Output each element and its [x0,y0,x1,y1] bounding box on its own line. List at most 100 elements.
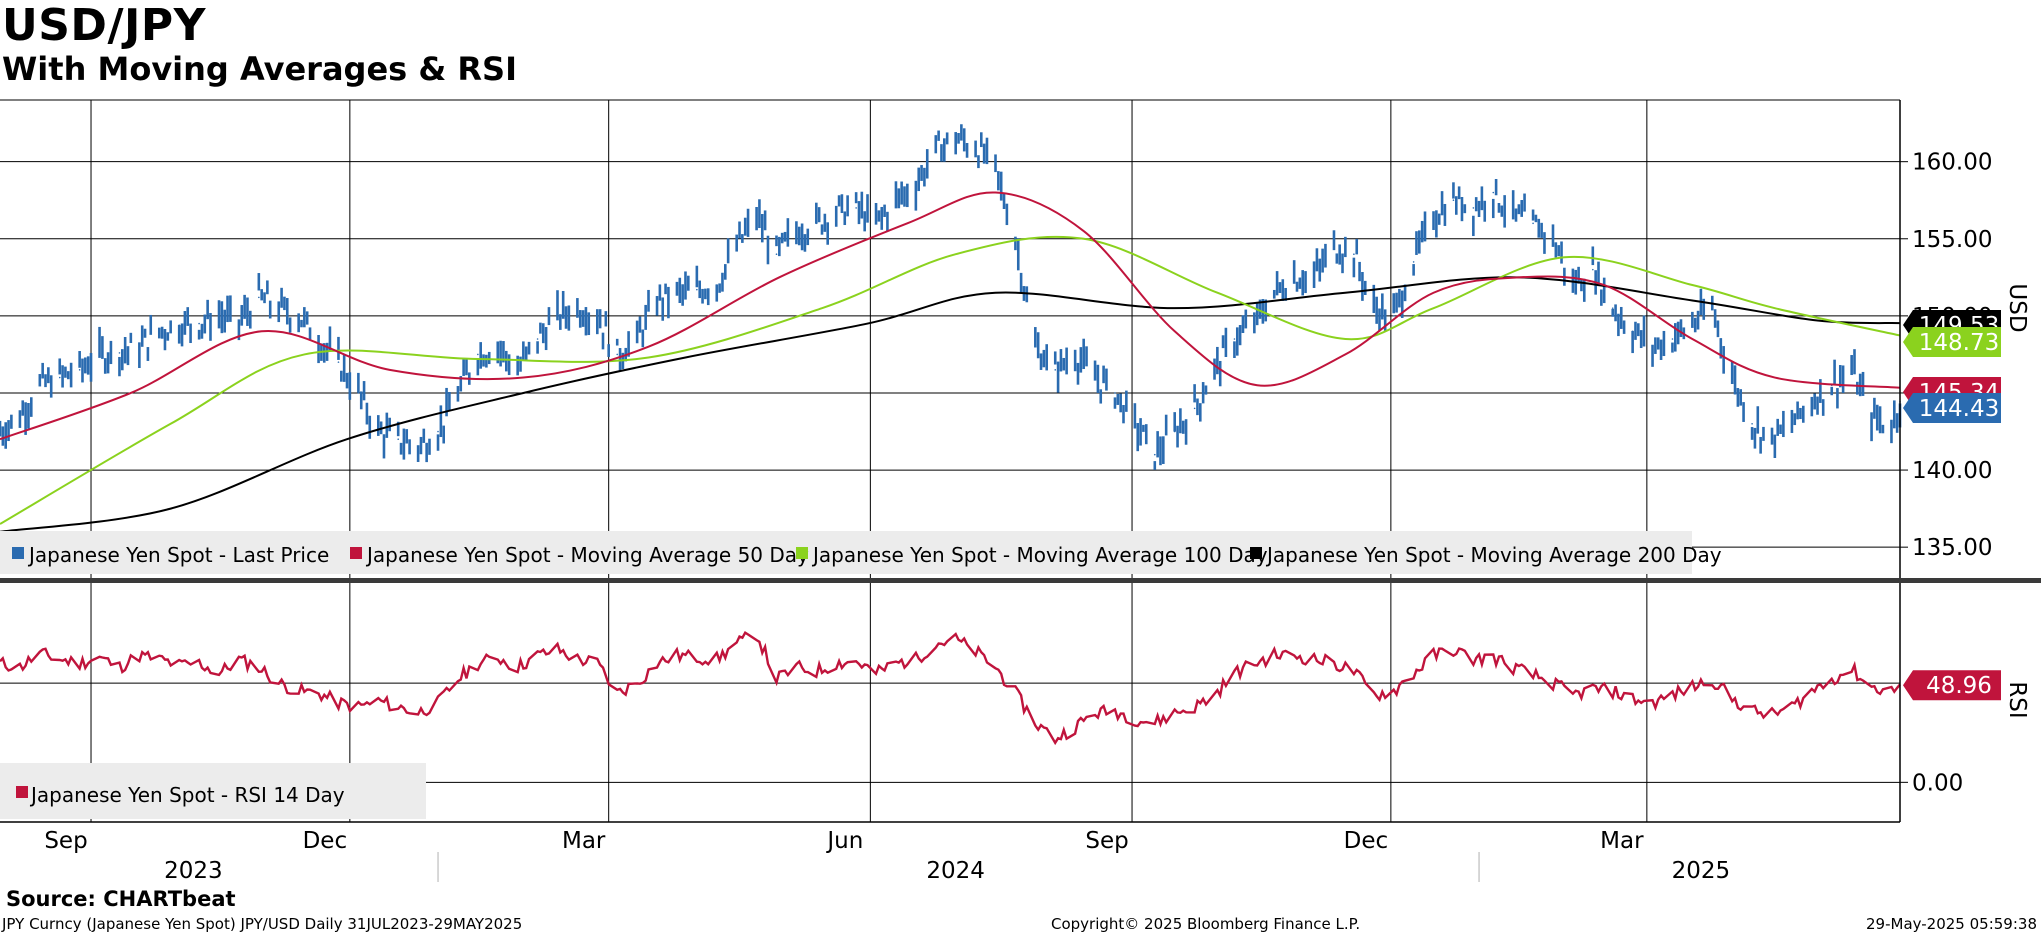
price-panel [0,124,1902,533]
legend-swatch [12,547,24,559]
ma100-line [0,235,1901,525]
price-point [258,296,260,299]
price-point [277,307,280,309]
price-point [1313,276,1315,279]
price-point [735,245,738,248]
price-point [1114,392,1116,394]
price-point [1731,376,1733,379]
rsi-tick-label: 0.00 [1912,770,1963,796]
x-month-label: Mar [562,828,606,854]
price-point [974,145,977,148]
price-point [417,446,419,448]
price-point [1611,307,1614,309]
price-axis-title: USD [2004,283,2030,332]
rsi-line [0,631,1901,746]
price-point [1751,423,1753,425]
price-point [1373,307,1375,309]
y-tick-label: 140.00 [1912,458,1992,484]
price-point [1392,315,1395,317]
price-legend-box [0,531,1692,574]
source-note: Source: CHARTbeat [6,887,236,911]
price-point [1094,376,1096,379]
ma200-line [0,276,1901,533]
last-value-tag [1903,393,2001,423]
legend-swatch [1250,547,1262,559]
price-point [616,353,619,356]
chart-title: USD/JPY [2,0,206,51]
rsi-legend-box [0,763,426,819]
price-point [815,222,818,225]
price-point [1552,237,1554,240]
price-point [516,369,519,371]
price-point [238,321,240,323]
price-point [636,338,638,340]
last-value-tag [1903,670,2001,701]
price-point [536,338,539,340]
price-point [19,415,21,417]
x-year-label: 2025 [1672,858,1731,884]
price-point [1432,214,1435,217]
price-point [158,330,161,333]
price-point [596,315,599,317]
panel-separator [0,578,2041,583]
price-point [556,315,559,317]
price-point [178,324,180,326]
price-point [1193,407,1196,410]
price-point [198,322,200,325]
price-point [1412,261,1415,263]
price-point [1134,423,1136,425]
price-point [1631,330,1634,333]
grid-lines [0,100,1900,822]
x-month-label: Mar [1600,828,1644,854]
footer-copyright: Copyright© 2025 Bloomberg Finance L.P. [1051,915,1361,933]
price-point [1014,237,1017,240]
price-point [118,352,121,354]
price-point [576,307,579,309]
footer-description: JPY Curncy (Japanese Yen Spot) JPY/USD D… [2,915,523,933]
price-point [357,392,360,394]
y-tick-label: 135.00 [1912,535,1992,561]
x-axis: Sep Dec Mar Jun Sep Dec Mar 2023 2024 2025 [44,828,1730,884]
price-point [855,207,857,209]
price-point [1711,307,1714,309]
legend-swatch [350,547,362,559]
price-point [1492,191,1495,194]
legend-entry: Japanese Yen Spot - RSI 14 Day [29,783,345,807]
last-value-tag [1903,327,2001,357]
price-point [1293,276,1295,279]
price-point [1153,453,1156,456]
price-point [1512,214,1514,217]
price-point [1353,253,1355,255]
price-point [377,430,380,433]
price-point [0,430,1,433]
price-point [715,284,718,286]
price-point [317,338,320,340]
y-tick-label: 155.00 [1912,227,1992,253]
price-point [297,315,300,317]
price-point [795,230,798,232]
price-point [1333,245,1335,248]
footer-timestamp: 29-May-2025 05:59:38 [1866,915,2037,933]
price-point [397,438,400,441]
last-value-text: 48.96 [1926,673,1992,699]
price-point [1771,438,1773,441]
price-point [915,184,917,186]
price-point [1173,430,1176,433]
price-point [337,361,340,363]
price-point [934,148,937,151]
y-tick-label: 160.00 [1912,150,1992,176]
price-point [994,168,997,171]
price-point [437,430,439,433]
price-point [1472,207,1475,209]
price-point [1791,423,1793,425]
x-month-label: Sep [1085,828,1128,854]
price-point [1870,415,1873,417]
price-point [138,345,141,348]
rsi-axis-title: RSI [2004,681,2030,718]
legend-swatch [796,547,808,559]
price-point [1651,345,1654,348]
price-point [1890,426,1893,428]
price-point [696,288,698,291]
